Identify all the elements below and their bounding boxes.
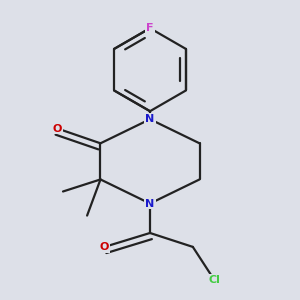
- Text: F: F: [146, 23, 154, 33]
- Text: O: O: [100, 242, 109, 252]
- Text: N: N: [146, 199, 154, 208]
- Text: N: N: [146, 114, 154, 124]
- Text: O: O: [53, 124, 62, 134]
- Text: Cl: Cl: [208, 275, 220, 285]
